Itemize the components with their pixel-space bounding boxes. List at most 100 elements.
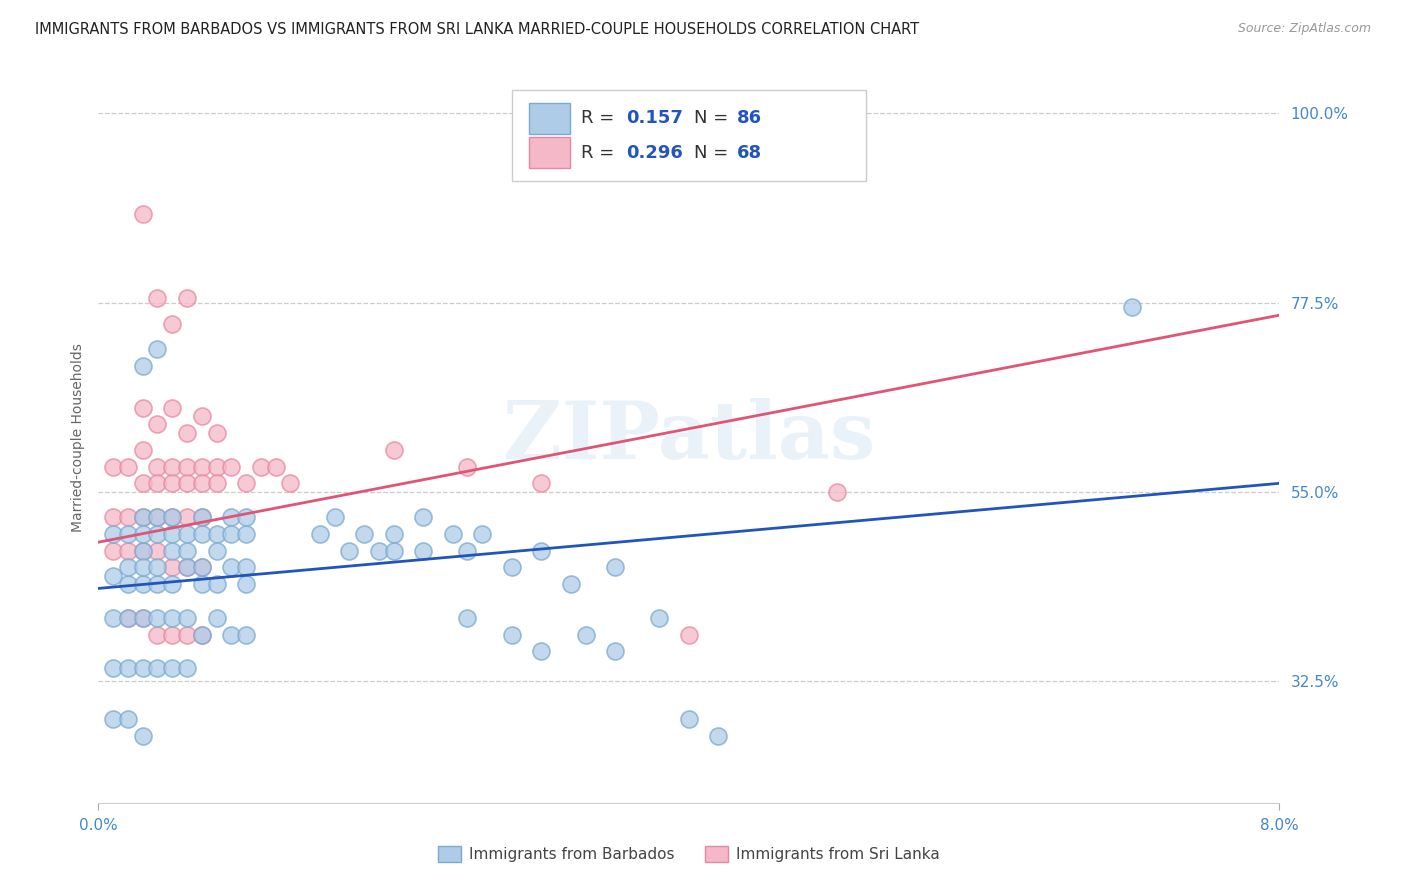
Point: [103, 510, 125, 524]
Point: [103, 661, 125, 675]
Point: [132, 543, 155, 558]
Point: [132, 207, 155, 221]
Point: [205, 459, 228, 474]
Point: [146, 543, 169, 558]
Point: [132, 476, 155, 491]
Point: [162, 459, 183, 474]
Point: [648, 611, 671, 625]
Point: [176, 425, 198, 440]
Point: [678, 627, 700, 641]
Point: [191, 510, 214, 524]
Point: [162, 510, 183, 524]
Point: [382, 526, 405, 541]
Point: [103, 543, 125, 558]
Point: [353, 526, 375, 541]
Point: [132, 611, 155, 625]
Point: [412, 543, 434, 558]
Point: [176, 543, 198, 558]
Point: [205, 526, 228, 541]
Text: 86: 86: [737, 109, 762, 128]
Point: [132, 543, 155, 558]
Point: [162, 577, 183, 591]
Point: [235, 560, 257, 574]
Point: [530, 543, 553, 558]
Point: [176, 476, 198, 491]
Point: [176, 291, 198, 305]
Point: [191, 526, 214, 541]
Point: [205, 543, 228, 558]
Point: [605, 644, 627, 658]
Point: [339, 543, 361, 558]
Point: [368, 543, 391, 558]
Point: [191, 577, 214, 591]
Point: [117, 611, 139, 625]
Point: [235, 627, 257, 641]
Point: [191, 627, 214, 641]
Point: [162, 401, 183, 415]
Point: [117, 661, 139, 675]
Point: [117, 712, 139, 726]
Point: [191, 560, 214, 574]
Point: [132, 510, 155, 524]
Point: [146, 526, 169, 541]
Point: [605, 560, 627, 574]
Point: [176, 526, 198, 541]
Point: [205, 577, 228, 591]
Point: [560, 577, 582, 591]
Point: [280, 476, 302, 491]
Point: [205, 476, 228, 491]
Point: [132, 729, 155, 743]
Point: [235, 510, 257, 524]
Point: [117, 611, 139, 625]
Point: [235, 577, 257, 591]
Point: [146, 510, 169, 524]
Point: [176, 661, 198, 675]
Point: [530, 476, 553, 491]
Point: [132, 526, 155, 541]
Point: [264, 459, 287, 474]
Point: [162, 543, 183, 558]
Point: [457, 543, 479, 558]
Point: [176, 459, 198, 474]
Point: [132, 442, 155, 457]
Point: [457, 459, 479, 474]
Point: [191, 476, 214, 491]
Point: [146, 661, 169, 675]
Point: [323, 510, 346, 524]
Text: 0.157: 0.157: [626, 109, 683, 128]
FancyBboxPatch shape: [530, 103, 569, 134]
Point: [176, 560, 198, 574]
Point: [162, 476, 183, 491]
Point: [146, 611, 169, 625]
Point: [191, 510, 214, 524]
Point: [250, 459, 273, 474]
Point: [146, 342, 169, 356]
Point: [191, 627, 214, 641]
Point: [235, 476, 257, 491]
Point: [162, 317, 183, 331]
Point: [176, 560, 198, 574]
Point: [117, 577, 139, 591]
FancyBboxPatch shape: [512, 90, 866, 181]
Point: [382, 442, 405, 457]
Text: Source: ZipAtlas.com: Source: ZipAtlas.com: [1237, 22, 1371, 36]
Point: [825, 484, 848, 499]
Point: [132, 560, 155, 574]
Point: [235, 526, 257, 541]
Point: [146, 627, 169, 641]
Point: [176, 627, 198, 641]
Point: [146, 291, 169, 305]
Point: [162, 661, 183, 675]
Text: R =: R =: [582, 109, 620, 128]
Point: [707, 729, 730, 743]
Point: [103, 712, 125, 726]
Point: [191, 409, 214, 423]
Point: [117, 510, 139, 524]
Point: [162, 526, 183, 541]
Point: [117, 560, 139, 574]
Point: [457, 611, 479, 625]
Point: [132, 611, 155, 625]
Text: R =: R =: [582, 144, 620, 161]
Point: [501, 627, 523, 641]
Text: 68: 68: [737, 144, 762, 161]
